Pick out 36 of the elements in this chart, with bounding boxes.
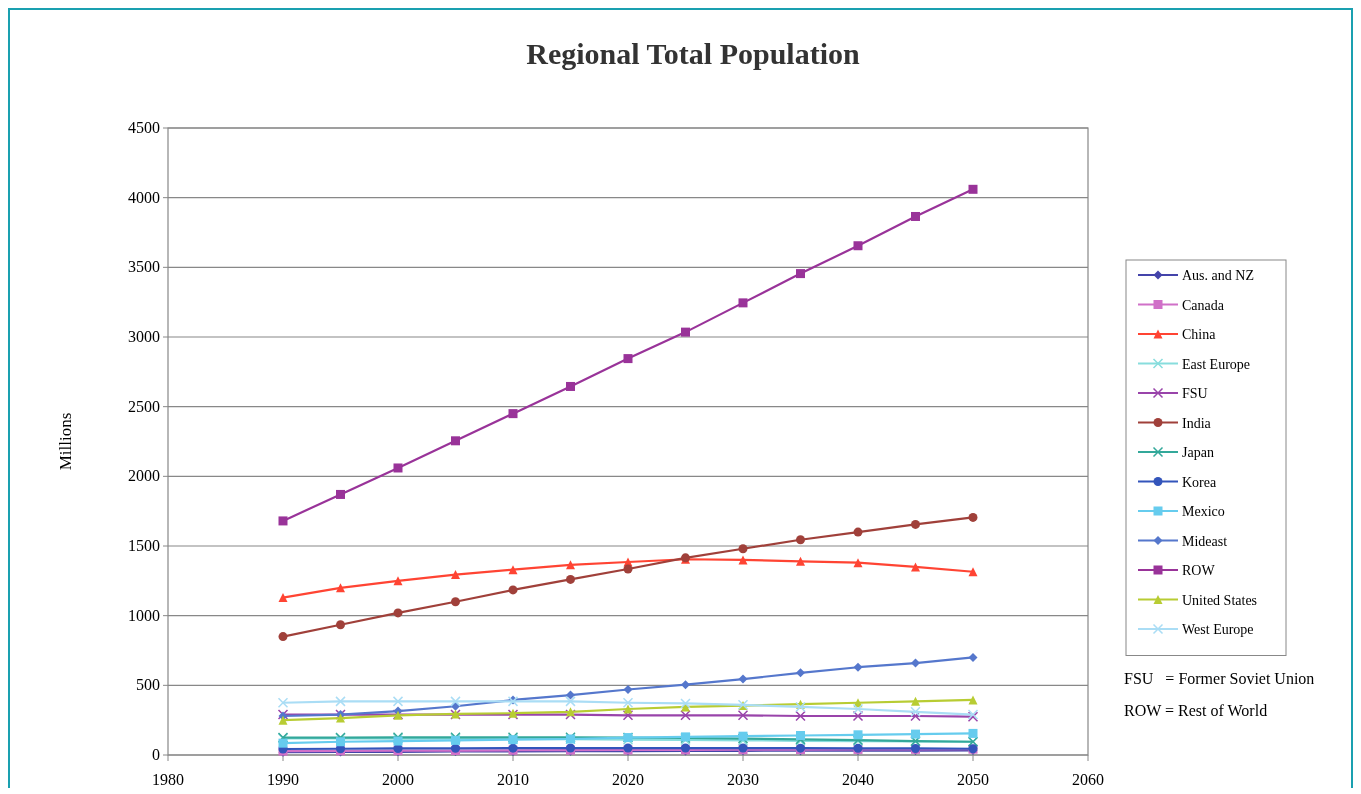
x-tick-label: 1990 xyxy=(267,771,299,788)
legend-label: Mideast xyxy=(1182,533,1228,549)
legend-label: East Europe xyxy=(1182,356,1251,372)
y-tick-label: 3500 xyxy=(128,258,160,276)
x-tick-label: 1980 xyxy=(152,771,184,788)
legend-label: Korea xyxy=(1182,474,1217,490)
text: FSU = Former Soviet Union xyxy=(1124,670,1315,687)
legend-label: India xyxy=(1182,415,1212,431)
text: ROW = Rest of World xyxy=(1124,702,1268,719)
legend-label: West Europe xyxy=(1182,622,1254,637)
x-tick-label: 2030 xyxy=(727,771,759,788)
y-tick-label: 4500 xyxy=(128,119,160,136)
legend-label: Aus. and NZ xyxy=(1182,268,1254,283)
y-tick-label: 500 xyxy=(136,676,160,694)
legend-label: FSU xyxy=(1182,386,1208,401)
y-tick-label: 2500 xyxy=(128,397,160,415)
x-tick-label: 2040 xyxy=(842,771,874,788)
x-tick-label: 2000 xyxy=(382,771,414,788)
y-tick-label: 4000 xyxy=(128,188,160,206)
legend-label: Mexico xyxy=(1182,504,1225,519)
y-tick-label: 0 xyxy=(152,746,160,763)
x-tick-label: 2050 xyxy=(957,771,989,788)
y-tick-label: 2000 xyxy=(128,467,160,485)
legend-label: United States xyxy=(1182,592,1258,608)
chart-title: Regional Total Population xyxy=(526,37,861,70)
y-axis-title: Millions xyxy=(56,412,75,471)
y-tick-label: 3000 xyxy=(128,328,160,345)
y-tick-label: 1000 xyxy=(128,606,160,624)
y-tick-label: 1500 xyxy=(128,537,160,554)
x-tick-label: 2010 xyxy=(497,771,529,788)
legend-label: Japan xyxy=(1182,445,1214,460)
legend-label: Canada xyxy=(1182,297,1225,313)
legend-label: China xyxy=(1182,327,1217,342)
x-tick-label: 2020 xyxy=(612,771,644,788)
legend-label: ROW xyxy=(1182,563,1216,578)
x-tick-label: 2060 xyxy=(1072,771,1104,788)
